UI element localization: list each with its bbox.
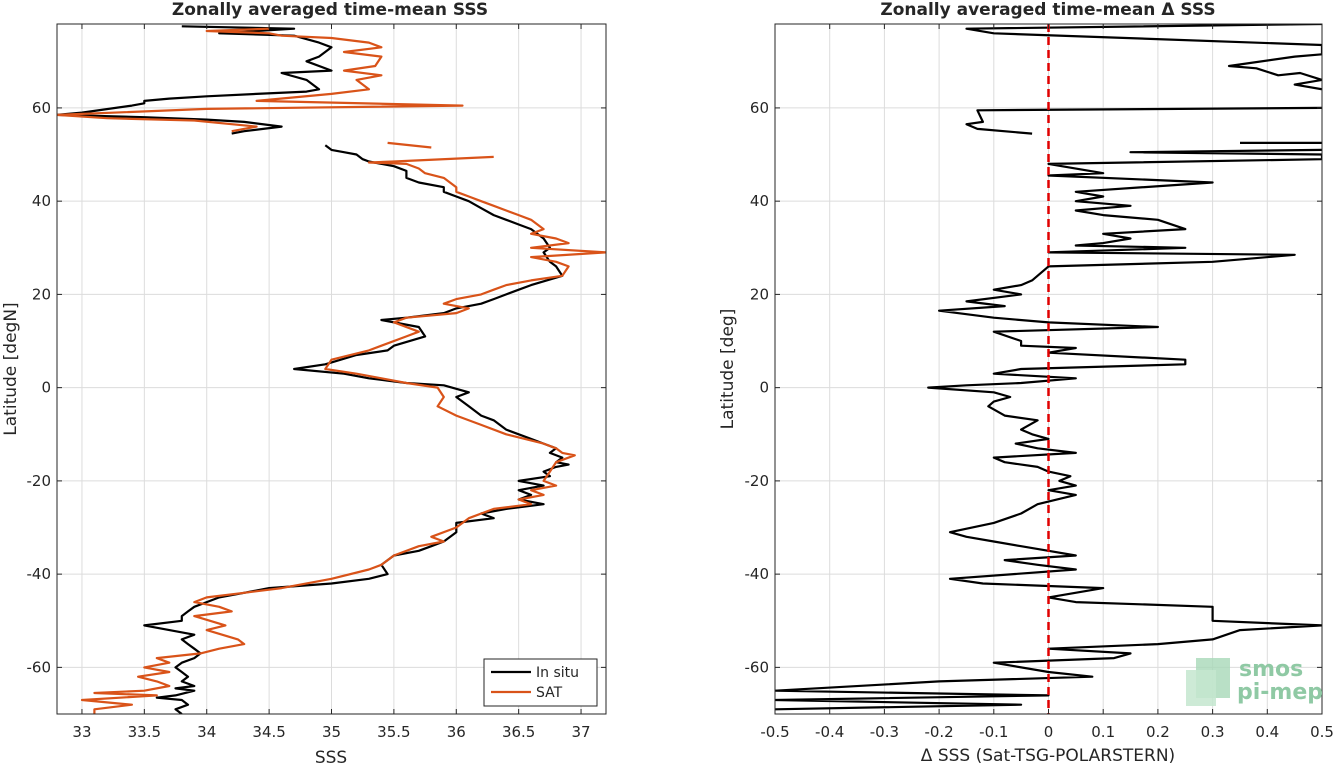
right-xtick-label: 0.3	[1201, 723, 1225, 741]
right-ytick-label: -40	[745, 565, 770, 583]
right-xtick-label: 0.1	[1091, 723, 1115, 741]
legend-label-in-situ: In situ	[536, 665, 579, 681]
right-ytick-label: 60	[750, 99, 769, 117]
left-xtick-label: 33.5	[128, 723, 161, 741]
logo-text-smos: smos	[1239, 657, 1303, 682]
right-xtick-label: 0.4	[1255, 723, 1279, 741]
logo-text-pi-mep: pi-mep	[1237, 680, 1323, 705]
right-ytick-label: 40	[750, 192, 769, 210]
right-chart-title: Zonally averaged time-mean Δ SSS	[880, 0, 1215, 20]
smos-pi-mep-logo: smos pi-mep	[1186, 657, 1323, 706]
left-ytick-label: 40	[32, 192, 51, 210]
left-line-sat	[82, 157, 606, 714]
right-ytick-label: -60	[745, 658, 770, 676]
left-ytick-label: -40	[27, 565, 52, 583]
left-xtick-label: 35	[322, 723, 341, 741]
legend-label-sat: SAT	[536, 685, 563, 701]
right-xtick-label: -0.5	[760, 723, 789, 741]
right-xtick-label: -0.2	[924, 723, 953, 741]
left-ylabel: Latitude [degN]	[1, 302, 21, 435]
left-xtick-label: 36.5	[502, 723, 535, 741]
left-xtick-label: 35.5	[377, 723, 410, 741]
left-xtick-label: 34.5	[252, 723, 285, 741]
left-ytick-label: 20	[32, 285, 51, 303]
right-xtick-label: -0.4	[815, 723, 844, 741]
right-ytick-label: 0	[759, 379, 769, 397]
left-ytick-label: 60	[32, 99, 51, 117]
left-chart: Zonally averaged time-mean SSS 33 33.5 34 3…	[1, 0, 606, 765]
right-line-series	[967, 108, 1323, 134]
legend: In situ SAT	[484, 659, 597, 706]
right-line-series	[967, 24, 1323, 89]
left-xtick-label: 34	[197, 723, 216, 741]
left-chart-title: Zonally averaged time-mean SSS	[172, 0, 488, 20]
right-xtick-label: 0.2	[1146, 723, 1170, 741]
left-ytick-label: -20	[27, 472, 52, 490]
right-ytick-label: 20	[750, 285, 769, 303]
right-xtick-label: -0.1	[979, 723, 1008, 741]
logo-mark-front	[1186, 670, 1216, 706]
right-chart: Zonally averaged time-mean Δ SSS -0.5 -0.…	[718, 0, 1333, 765]
left-xtick-label: 37	[571, 723, 590, 741]
left-xtick-label: 33	[72, 723, 91, 741]
right-xtick-label: -0.3	[870, 723, 899, 741]
left-ytick-label: -60	[27, 658, 52, 676]
left-xlabel: SSS	[315, 748, 347, 765]
right-xtick-label: 0.5	[1310, 723, 1333, 741]
right-ylabel: Latitude [deg]	[718, 309, 738, 430]
right-xtick-label: 0	[1044, 723, 1054, 741]
left-ytick-label: 0	[41, 379, 51, 397]
right-ytick-label: -20	[745, 472, 770, 490]
right-xlabel: Δ SSS (Sat-TSG-POLARSTERN)	[921, 746, 1175, 765]
left-xtick-label: 36	[447, 723, 466, 741]
